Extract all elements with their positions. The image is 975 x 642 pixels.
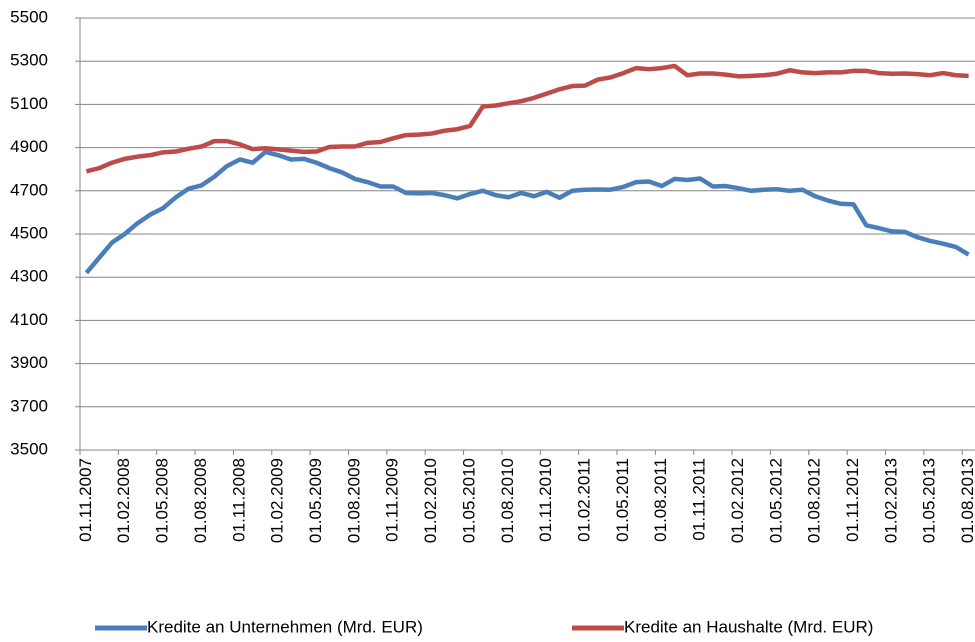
y-tick-label: 5100 — [10, 94, 48, 113]
x-tick-label: 01.08.2008 — [191, 458, 210, 543]
legend-label: Kredite an Haushalte (Mrd. EUR) — [624, 617, 873, 636]
x-tick-label: 01.11.2008 — [229, 458, 248, 542]
x-tick-label: 01.08.2012 — [805, 458, 824, 543]
x-tick-label: 01.08.2009 — [344, 458, 363, 543]
x-tick-label: 01.08.2010 — [498, 458, 517, 543]
x-tick-label: 01.11.2007 — [76, 458, 95, 542]
y-tick-label: 3500 — [10, 439, 48, 458]
x-tick-label: 01.05.2009 — [306, 458, 325, 543]
y-tick-label: 3900 — [10, 353, 48, 372]
y-tick-label: 3700 — [10, 396, 48, 415]
x-tick-label: 01.08.2013 — [958, 458, 975, 543]
x-tick-label: 01.02.2008 — [114, 458, 133, 543]
x-tick-label: 01.02.2011 — [575, 458, 594, 542]
y-tick-label: 4100 — [10, 310, 48, 329]
x-tick-label: 01.05.2013 — [920, 458, 939, 543]
y-tick-label: 4300 — [10, 267, 48, 286]
y-tick-label: 5500 — [10, 7, 48, 26]
data-line — [84, 149, 970, 275]
x-tick-label: 01.11.2011 — [690, 458, 709, 541]
y-tick-label: 4700 — [10, 180, 48, 199]
x-tick-label: 01.02.2009 — [268, 458, 287, 543]
x-tick-label: 01.08.2011 — [651, 458, 670, 542]
x-tick-label: 01.11.2012 — [843, 458, 862, 542]
x-tick-label: 01.05.2008 — [153, 458, 172, 543]
x-tick-label: 01.02.2013 — [881, 458, 900, 543]
y-tick-label: 4900 — [10, 137, 48, 156]
legend-label: Kredite an Unternehmen (Mrd. EUR) — [147, 617, 423, 636]
data-line — [85, 63, 969, 174]
x-tick-label: 01.11.2009 — [383, 458, 402, 542]
x-tick-label: 01.02.2012 — [728, 458, 747, 543]
y-tick-label: 4500 — [10, 223, 48, 242]
x-tick-label: 01.02.2010 — [421, 458, 440, 543]
x-tick-label: 01.05.2011 — [613, 458, 632, 542]
x-tick-label: 01.05.2010 — [459, 458, 478, 543]
x-tick-label: 01.05.2012 — [766, 458, 785, 543]
y-tick-label: 5300 — [10, 51, 48, 70]
x-tick-label: 01.11.2010 — [536, 458, 555, 542]
